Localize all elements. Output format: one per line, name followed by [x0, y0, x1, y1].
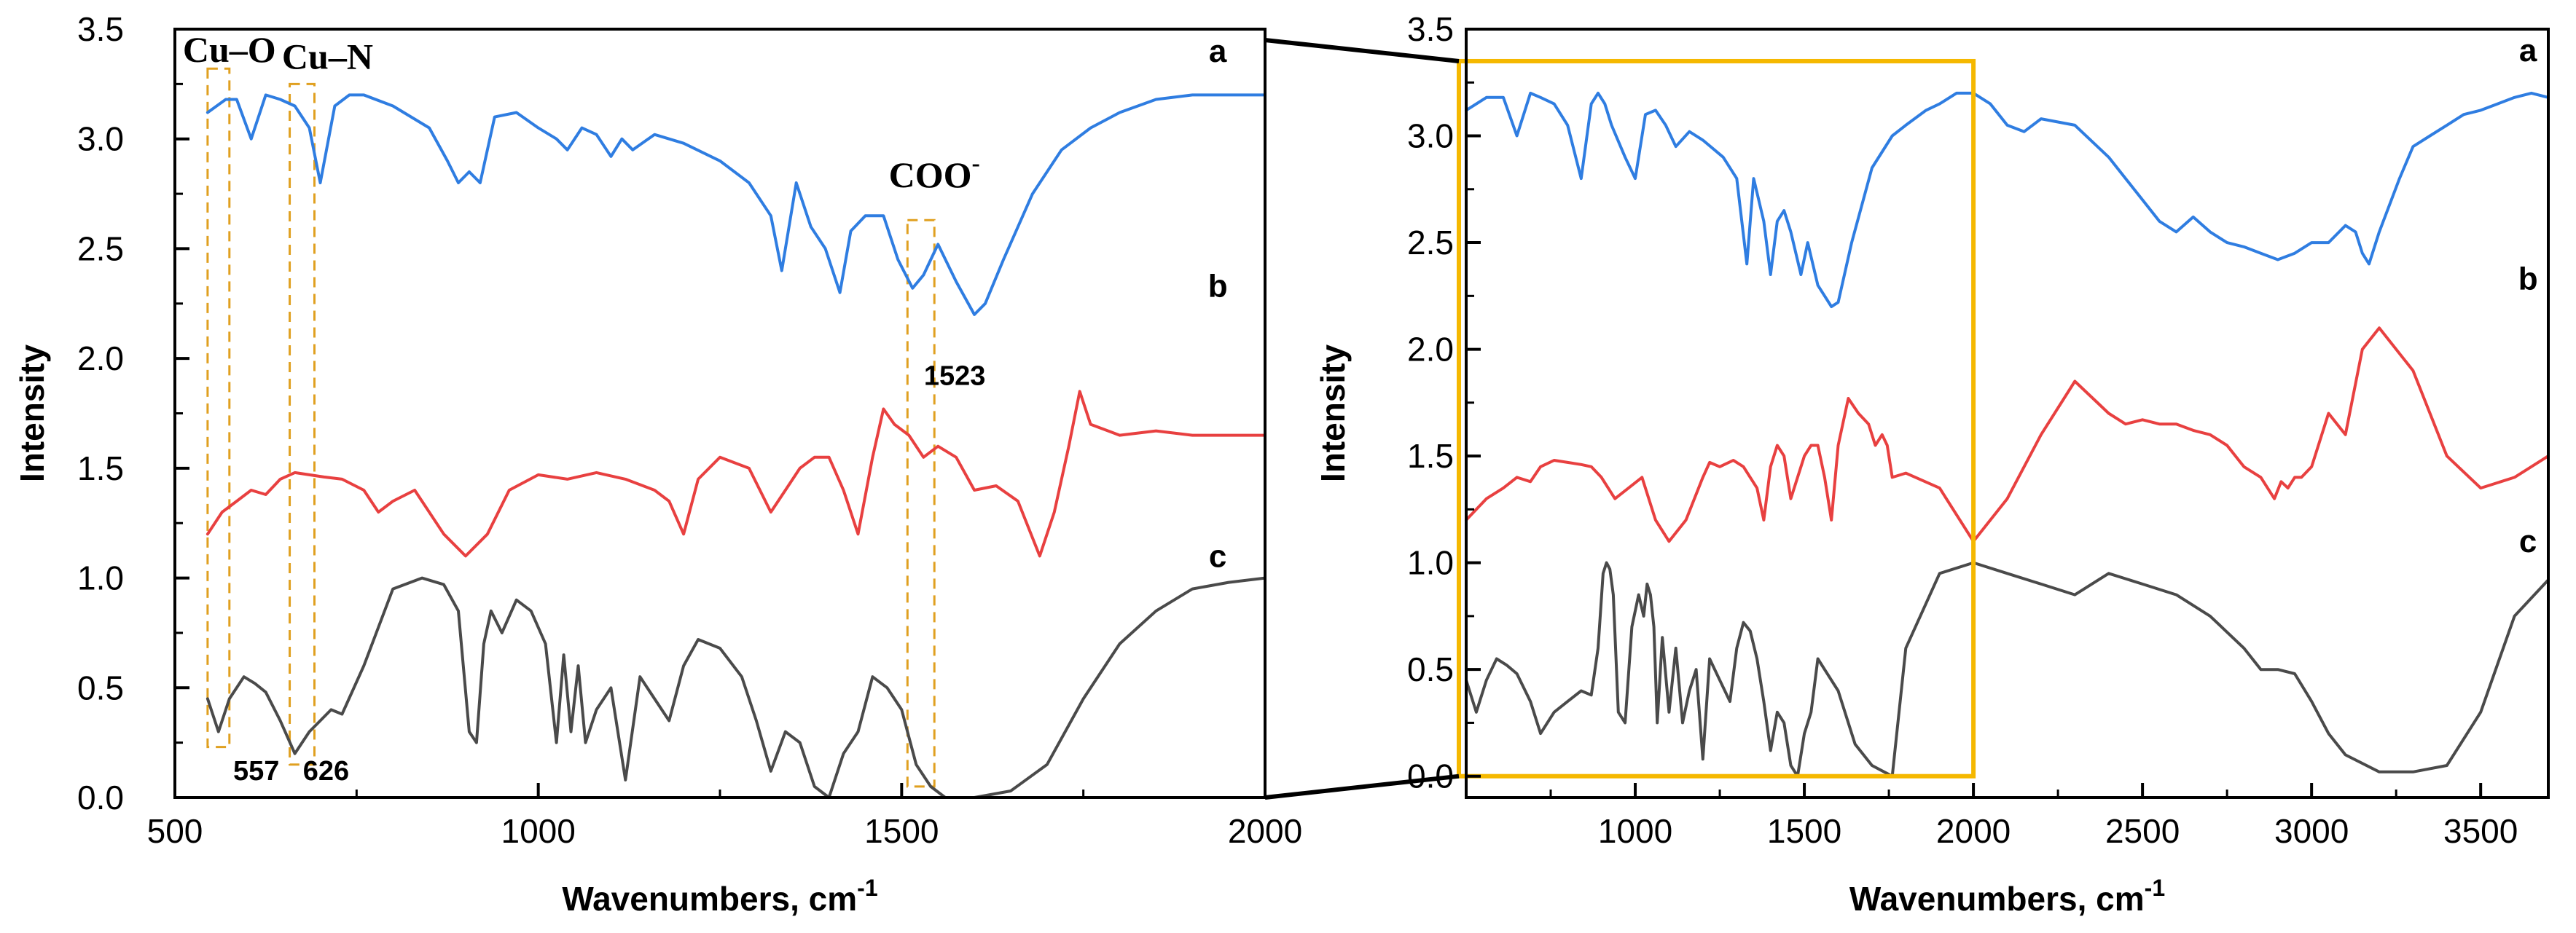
- y-tick-label: 1.0: [1407, 544, 1454, 582]
- zoom-region-box: [1457, 58, 1976, 779]
- x-tick-label: 3500: [2443, 812, 2518, 850]
- zoom-connector-top: [1264, 38, 1460, 63]
- spectrum-line-b: [1465, 326, 2550, 543]
- x-axis-title-text: Wavenumbers, cm: [1849, 880, 2145, 918]
- y-tick-label: 1.5: [1407, 437, 1454, 475]
- y-tick-label: 3.0: [77, 120, 124, 158]
- x-tick-label: 1000: [501, 812, 575, 850]
- y-axis-title: Intensity: [13, 345, 51, 483]
- x-axis-title-superscript: -1: [857, 875, 877, 901]
- annotation-text: Cu–N: [282, 36, 373, 76]
- y-tick-label: 2.5: [77, 229, 124, 267]
- x-tick-label: 1000: [1598, 812, 1672, 850]
- y-tick-label: 2.5: [1407, 224, 1454, 261]
- y-tick-label: 3.5: [77, 10, 124, 48]
- y-tick-label: 2.0: [1407, 331, 1454, 369]
- series-label-b: b: [1208, 269, 1228, 304]
- y-tick-label: 0.5: [77, 669, 124, 706]
- left-panel: 0.0 0.5 1.0 1.5 2.0 2.5 3.0 3.5 500 1000 1500 2000 I…: [13, 10, 1302, 918]
- spectrum-line-a: [205, 93, 1267, 316]
- annotation-superscript: -: [972, 150, 980, 177]
- y-tick-label: 1.5: [77, 449, 124, 487]
- x-axis-title: Wavenumbers, cm-1: [562, 875, 877, 918]
- x-tick-label: 2000: [1228, 812, 1302, 850]
- annotation-text: COO: [889, 154, 972, 195]
- series-label-a: a: [1209, 34, 1227, 69]
- zoom-connector-bottom: [1264, 773, 1460, 800]
- annotation-label: Cu–N: [282, 36, 373, 76]
- x-axis-title-text: Wavenumbers, cm: [562, 880, 857, 918]
- annotation-text: 1523: [924, 361, 986, 391]
- x-tick-label: 3000: [2274, 812, 2349, 850]
- spectrum-line-a: [1465, 91, 2550, 308]
- plot-frame: [1465, 28, 2550, 799]
- spectrum-line-c: [205, 576, 1267, 799]
- annotation-label: Cu–O: [183, 29, 276, 70]
- annotation-text: Cu–O: [183, 29, 276, 70]
- x-axis-title: Wavenumbers, cm-1: [1849, 875, 2165, 918]
- x-tick-label: 2000: [1936, 812, 2011, 850]
- annotation-label: COO-: [889, 150, 980, 195]
- x-tick-label: 1500: [864, 812, 939, 850]
- y-tick-label: 2.0: [77, 339, 124, 377]
- y-tick-label: 3.0: [1407, 117, 1454, 155]
- y-tick-label: 0.0: [77, 779, 124, 816]
- dashed-box-3: [906, 219, 936, 788]
- annotation-label: 1523: [924, 361, 986, 391]
- series-label-c: c: [2519, 524, 2537, 559]
- x-axis-title-superscript: -1: [2145, 875, 2165, 901]
- annotation-text: 557: [233, 756, 279, 787]
- y-tick-label: 0.5: [1407, 650, 1454, 688]
- y-tick-label: 3.5: [1407, 10, 1454, 48]
- series-label-a: a: [2519, 33, 2537, 68]
- dashed-box-2: [289, 82, 316, 766]
- annotation-label: 557: [233, 756, 279, 787]
- plot-frame: [173, 28, 1267, 799]
- spectrum-line-c: [1465, 561, 2550, 778]
- dashed-box-1: [206, 67, 231, 749]
- annotation-text: 626: [303, 756, 349, 787]
- annotation-label: 626: [303, 756, 349, 787]
- zoom-connectors: [1264, 38, 1460, 800]
- spectrum-line-b: [205, 390, 1267, 558]
- x-tick-label: 500: [147, 812, 203, 850]
- y-tick-label: 1.0: [77, 559, 124, 597]
- series-label-b: b: [2518, 261, 2538, 297]
- x-tick-label: 2500: [2105, 812, 2180, 850]
- series-label-c: c: [1209, 539, 1226, 575]
- x-tick-label: 1500: [1767, 812, 1841, 850]
- y-axis-title: Intensity: [1314, 345, 1352, 483]
